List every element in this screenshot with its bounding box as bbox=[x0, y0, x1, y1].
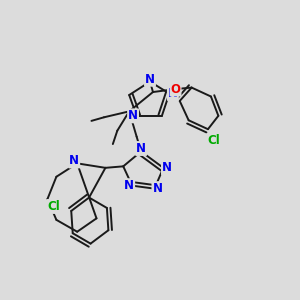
Text: N: N bbox=[145, 73, 155, 86]
Text: N: N bbox=[136, 142, 146, 155]
Text: N: N bbox=[162, 161, 172, 174]
Text: Cl: Cl bbox=[47, 200, 60, 213]
Text: O: O bbox=[171, 82, 181, 96]
Text: N: N bbox=[124, 179, 134, 192]
Text: N: N bbox=[168, 87, 178, 100]
Text: N: N bbox=[152, 182, 162, 195]
Text: N: N bbox=[128, 109, 138, 122]
Text: N: N bbox=[69, 154, 79, 167]
Text: Cl: Cl bbox=[208, 134, 220, 147]
